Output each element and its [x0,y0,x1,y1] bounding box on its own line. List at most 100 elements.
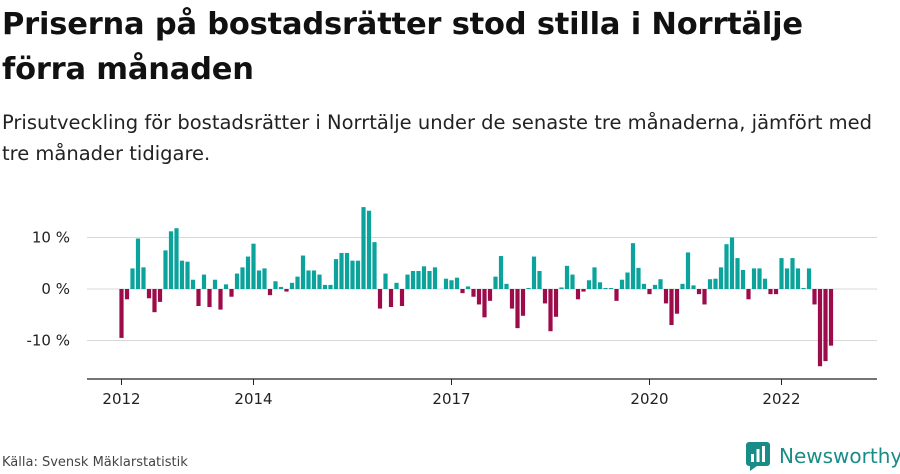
bar [449,280,454,290]
bar [531,256,537,290]
bar [179,260,185,289]
bar [229,289,234,297]
bar [146,289,152,299]
bar [647,289,652,295]
bar [262,268,267,289]
bar [773,289,779,295]
bar [608,287,614,289]
bar [152,289,157,313]
bar [520,289,526,316]
bar [333,259,339,289]
bar [234,273,240,289]
bar [795,268,801,289]
bar [344,252,350,289]
bar [669,289,674,326]
bar [691,285,696,289]
bar [410,270,416,289]
bar [559,287,564,289]
bar [273,281,278,290]
bar [460,289,465,294]
bar [278,286,284,289]
bar [405,274,410,289]
x-tick-label: 2020 [630,390,668,408]
y-tick-label: 0 % [41,280,70,298]
bar [240,267,245,289]
bar [471,289,476,297]
bar [317,274,322,289]
bar [696,289,702,295]
bar [416,270,421,289]
bar [306,270,311,289]
bar [548,289,553,332]
bar [124,289,130,300]
brand-name: Newsworthy [779,444,900,468]
bar [130,268,135,289]
bar [724,244,729,289]
bar [350,260,355,289]
bar [487,289,493,301]
bar [135,238,141,289]
bar [218,289,223,310]
bar [322,284,328,289]
bar [542,289,548,304]
bar [729,237,735,289]
bar [355,260,361,289]
bar [388,289,394,308]
bar [586,280,592,290]
bar [680,283,685,289]
bar [509,289,515,309]
bar [735,258,740,289]
bar [564,265,570,290]
bar [212,279,218,289]
bar [168,231,174,289]
bar [251,243,256,289]
bar [289,282,295,289]
bar [190,279,196,289]
newsworthy-logo[interactable]: Newsworthy [745,441,900,471]
bar [498,256,504,289]
bar [625,272,630,289]
x-tick-label: 2022 [762,390,800,408]
bar [295,276,300,289]
bar [823,289,828,362]
bar [245,256,251,290]
bar [762,278,768,289]
bar [597,282,603,290]
bar [482,289,487,318]
bar [674,289,680,314]
bar [553,289,559,317]
chart-title: Priserna på bostadsrätter stod stilla i … [2,7,803,87]
bar [174,228,179,289]
bar [432,267,438,289]
newsworthy-logo-icon [746,442,770,471]
bar [619,279,625,289]
bar [746,289,751,300]
bar [201,274,207,289]
bar [163,250,168,290]
bar [713,278,718,289]
bar [779,258,784,289]
bar [685,252,691,289]
bar [806,268,812,289]
x-axis-ticks: 2012 2014 2017 2020 2022 [102,379,801,408]
bar [377,289,383,309]
bar [465,286,471,289]
bar [526,287,531,289]
bar [256,270,262,289]
bar [658,279,663,290]
chart-subtitle: Prisutveckling för bostadsrätter i Norrt… [2,111,873,165]
bar [515,289,520,329]
bar [427,270,432,289]
y-tick-label: 10 % [32,229,70,247]
x-tick-label: 2014 [234,390,272,408]
bar [817,289,823,367]
bar [196,289,201,306]
bar [801,287,806,289]
bar [399,289,405,306]
bar [537,270,542,289]
bar [740,269,746,289]
x-tick-label: 2012 [102,390,140,408]
bar [504,283,509,289]
bar [476,289,482,305]
y-axis-ticks: 10 % 0 % -10 % [26,229,70,350]
